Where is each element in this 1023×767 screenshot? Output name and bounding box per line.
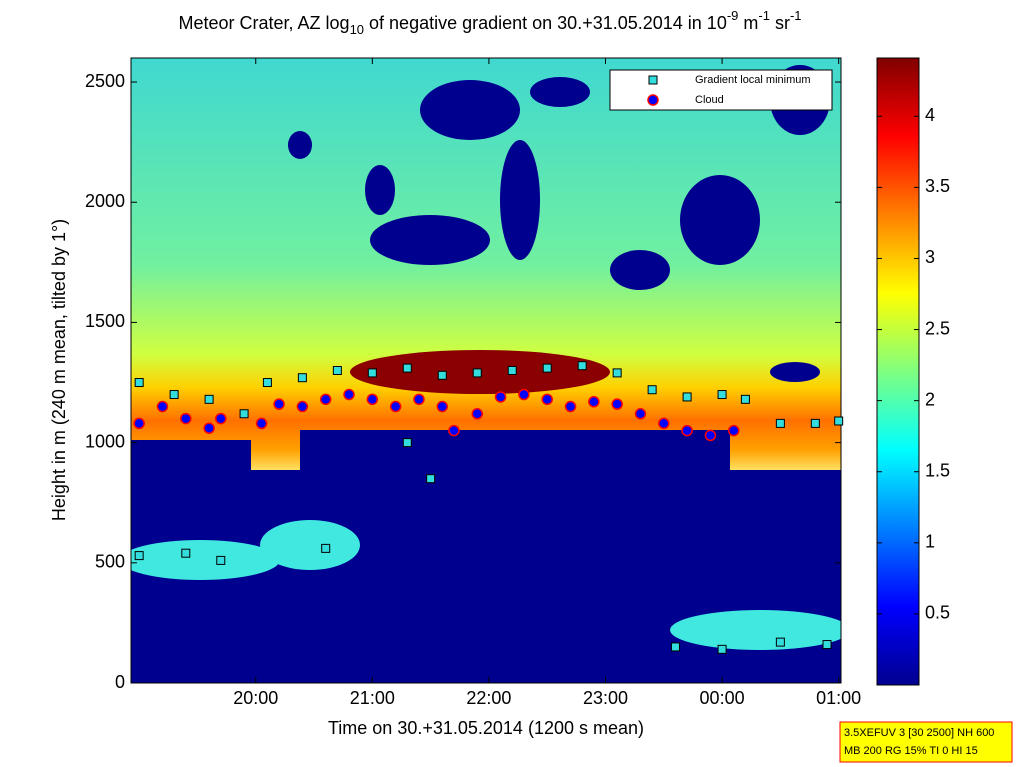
gradient-minimum-marker xyxy=(775,637,785,647)
cloud-marker xyxy=(704,429,717,442)
cloud-marker xyxy=(681,424,693,437)
heatmap xyxy=(131,58,841,683)
y-tick-label: 1500 xyxy=(85,311,125,331)
gradient-minimum-marker xyxy=(577,361,587,371)
y-axis-label: Height in m (240 m mean, tilted by 1°) xyxy=(49,219,69,521)
gradient-minimum-marker xyxy=(402,438,412,448)
cloud-marker xyxy=(436,400,449,413)
colorbar-tick-label: 4 xyxy=(925,105,935,125)
colorbar-tick-label: 0.5 xyxy=(925,603,950,623)
legend xyxy=(609,69,833,111)
cloud-marker xyxy=(588,396,600,408)
cloud-marker xyxy=(215,412,227,425)
gradient-minimum-marker xyxy=(426,474,436,484)
cloud-marker xyxy=(156,400,169,413)
gradient-minimum-marker xyxy=(717,644,727,654)
cloud-marker xyxy=(564,400,577,413)
cloud-marker xyxy=(389,400,402,413)
gradient-minimum-marker xyxy=(810,418,820,428)
gradient-minimum-marker xyxy=(262,378,272,388)
cloud-marker xyxy=(273,398,285,410)
gradient-minimum-marker xyxy=(740,394,750,404)
gradient-minimum-marker xyxy=(216,555,226,565)
gradient-minimum-marker xyxy=(670,642,680,652)
y-tick-label: 2500 xyxy=(85,71,125,91)
cloud-marker xyxy=(366,393,379,406)
gradient-minimum-marker xyxy=(181,548,191,558)
cloud-marker xyxy=(319,393,332,406)
gradient-minimum-marker xyxy=(332,366,342,375)
gradient-minimum-marker xyxy=(612,368,622,378)
x-tick-label: 21:00 xyxy=(350,688,395,708)
legend-marker xyxy=(647,94,659,106)
gradient-minimum-marker xyxy=(402,363,412,373)
y-tick-label: 2000 xyxy=(85,191,125,211)
gradient-minimum-marker xyxy=(834,416,844,426)
legend-label: Gradient local minimum xyxy=(695,74,811,86)
gradient-minimum-marker xyxy=(367,368,377,378)
colorbar-tick-label: 2 xyxy=(925,389,935,409)
x-tick-label: 23:00 xyxy=(583,688,628,708)
cloud-marker xyxy=(413,393,425,406)
cloud-marker xyxy=(727,424,740,437)
cloud-marker xyxy=(634,408,647,420)
gradient-minimum-marker xyxy=(542,363,552,373)
cloud-marker xyxy=(343,388,355,401)
colorbar-tick-label: 1 xyxy=(925,532,935,552)
cloud-marker xyxy=(658,417,670,430)
x-axis-label: Time on 30.+31.05.2014 (1200 s mean) xyxy=(328,718,644,738)
gradient-minimum-marker xyxy=(437,370,447,380)
cloud-marker xyxy=(471,408,484,420)
info-box xyxy=(839,721,1013,763)
gradient-minimum-marker xyxy=(717,390,727,400)
gradient-minimum-marker xyxy=(507,366,517,375)
gradient-minimum-marker xyxy=(134,551,144,561)
gradient-minimum-marker xyxy=(682,392,692,402)
gradient-minimum-marker xyxy=(204,394,214,404)
legend-label: Cloud xyxy=(695,94,724,106)
colorbar-tick-label: 2.5 xyxy=(925,318,950,338)
info-line: 3.5XEFUV 3 [30 2500] NH 600 xyxy=(844,727,994,739)
cloud-marker xyxy=(203,422,215,434)
y-tick-label: 0 xyxy=(115,672,125,692)
x-tick-label: 01:00 xyxy=(816,688,861,708)
chart-title: Meteor Crater, AZ log10 of negative grad… xyxy=(178,8,801,37)
plot-frame xyxy=(130,57,842,684)
x-tick-label: 00:00 xyxy=(700,688,745,708)
cloud-marker xyxy=(180,412,192,425)
cloud-marker xyxy=(296,400,309,413)
info-line: MB 200 RG 15% TI 0 HI 15 xyxy=(844,745,978,757)
colorbar-tick-label: 3 xyxy=(925,247,935,267)
gradient-minimum-marker xyxy=(822,640,832,650)
x-tick-label: 22:00 xyxy=(466,688,511,708)
cloud-marker xyxy=(611,398,623,410)
colorbar-tick-label: 3.5 xyxy=(925,176,950,196)
gradient-minimum-marker xyxy=(321,543,331,553)
gradient-minimum-marker xyxy=(239,409,249,419)
cloud-marker xyxy=(541,393,553,406)
cloud-marker xyxy=(448,424,460,437)
colorbar xyxy=(876,57,920,686)
legend-marker xyxy=(648,75,658,85)
gradient-minimum-marker xyxy=(297,373,307,383)
x-tick-label: 20:00 xyxy=(233,688,278,708)
gradient-minimum-marker xyxy=(472,368,482,378)
cloud-marker xyxy=(494,391,507,403)
y-tick-label: 1000 xyxy=(85,431,125,451)
cloud-marker xyxy=(518,388,530,401)
cloud-marker xyxy=(255,417,268,430)
y-tick-label: 500 xyxy=(95,552,125,572)
cloud-marker xyxy=(133,417,145,430)
gradient-minimum-marker xyxy=(134,378,144,388)
gradient-minimum-marker xyxy=(647,385,657,395)
gradient-minimum-marker xyxy=(775,418,785,428)
colorbar-tick-label: 1.5 xyxy=(925,460,950,480)
gradient-minimum-marker xyxy=(169,390,179,400)
